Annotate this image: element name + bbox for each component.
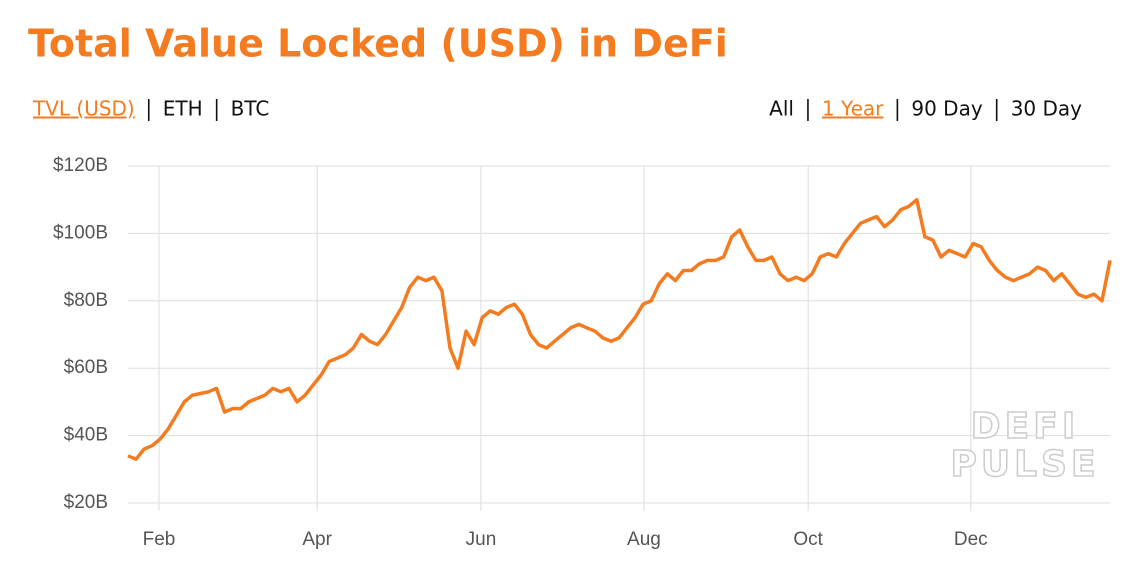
watermark: PULSE [950, 444, 1099, 485]
x-tick-label: Feb [143, 529, 176, 550]
x-tick-label: Aug [627, 529, 661, 550]
tab[interactable]: BTC [231, 97, 270, 121]
x-tick-label: Jun [466, 529, 497, 550]
y-tick-label: $80B [64, 290, 108, 311]
y-tick-label: $120B [53, 155, 108, 176]
tab[interactable]: TVL (USD) [32, 97, 135, 121]
x-tick-label: Dec [954, 529, 988, 550]
chart-title: Total Value Locked (USD) in DeFi [28, 22, 728, 66]
y-tick-label: $20B [64, 492, 108, 513]
y-tick-label: $40B [64, 425, 108, 446]
tab[interactable]: 30 Day [1011, 97, 1082, 121]
x-tick-label: Oct [793, 529, 823, 550]
y-tick-label: $100B [53, 222, 108, 243]
tab[interactable]: 90 Day [911, 97, 982, 121]
tab[interactable]: 1 Year [822, 97, 884, 121]
watermark: DEFI [971, 406, 1079, 447]
y-tick-label: $60B [64, 357, 108, 378]
tvl-line [127, 197, 1112, 461]
x-tick-label: Apr [302, 529, 332, 550]
tab[interactable]: ETH [163, 97, 203, 121]
tab[interactable]: All [769, 97, 794, 121]
